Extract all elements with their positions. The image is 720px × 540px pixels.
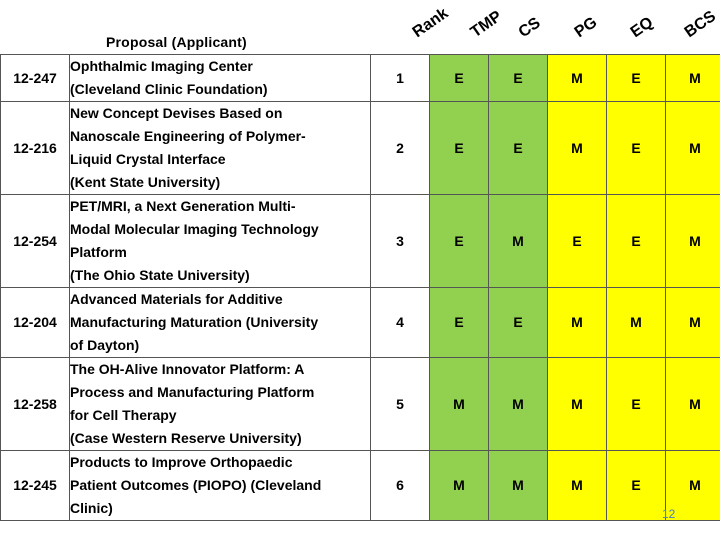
rank-value: 2 [370, 101, 430, 195]
proposal-line: Nanoscale Engineering of Polymer- [70, 128, 306, 144]
table-row: 12-245 Products to Improve Orthopaedic Pat… [0, 450, 720, 521]
proposal-title: Advanced Materials for Additive Manufactu… [69, 287, 371, 358]
proposal-line: Platform [70, 244, 127, 260]
rank-value: 3 [370, 194, 430, 288]
eq-score: E [606, 54, 666, 102]
proposal-line: Modal Molecular Imaging Technology [70, 221, 319, 237]
eq-score: E [606, 101, 666, 195]
header-eq-label: EQ [627, 13, 657, 42]
rank-value: 6 [370, 450, 430, 521]
proposal-title: PET/MRI, a Next Generation Multi- Modal M… [69, 194, 371, 288]
header-bcs: BCS [682, 0, 720, 54]
table-row: 12-254 PET/MRI, a Next Generation Multi- M… [0, 194, 720, 288]
header-tmp-label: TMP [467, 7, 506, 42]
tmp-score: M [429, 357, 489, 451]
pg-score: M [547, 450, 607, 521]
header-rank: Rank [410, 0, 500, 54]
proposal-id: 12-216 [0, 101, 70, 195]
cs-score: E [488, 101, 548, 195]
pg-score: M [547, 54, 607, 102]
table-row: 12-247 Ophthalmic Imaging Center (Clevelan… [0, 54, 720, 102]
cs-score: E [488, 54, 548, 102]
table-row: 12-216 New Concept Devises Based on Nanosc… [0, 101, 720, 195]
eq-score: E [606, 357, 666, 451]
proposal-line: Ophthalmic Imaging Center [70, 58, 253, 74]
header-cs-label: CS [515, 14, 544, 42]
pg-score: E [547, 194, 607, 288]
proposal-id: 12-254 [0, 194, 70, 288]
header-pg-label: PG [571, 13, 601, 42]
tmp-score: E [429, 287, 489, 358]
eq-score: E [606, 450, 666, 521]
proposal-line: of Dayton) [70, 337, 140, 353]
proposal-table: 12-247 Ophthalmic Imaging Center (Clevelan… [0, 54, 720, 521]
rank-value: 5 [370, 357, 430, 451]
bcs-score: M [665, 194, 720, 288]
bcs-score: M [665, 101, 720, 195]
rank-value: 1 [370, 54, 430, 102]
bcs-score: M [665, 287, 720, 358]
cs-score: M [488, 357, 548, 451]
tmp-score: E [429, 194, 489, 288]
cs-score: M [488, 450, 548, 521]
proposal-table-body: 12-247 Ophthalmic Imaging Center (Clevelan… [0, 54, 720, 521]
cs-score: E [488, 287, 548, 358]
slide-number: 12 [662, 507, 676, 521]
proposal-id: 12-247 [0, 54, 70, 102]
pg-score: M [547, 101, 607, 195]
header-bcs-label: BCS [681, 7, 720, 42]
proposal-line: Process and Manufacturing Platform [70, 384, 315, 400]
header-rank-label: Rank [409, 4, 452, 42]
proposal-title: New Concept Devises Based on Nanoscale En… [69, 101, 371, 195]
proposal-id: 12-245 [0, 450, 70, 521]
header-pg: PG [572, 0, 662, 54]
proposal-line: (Cleveland Clinic Foundation) [70, 81, 268, 97]
proposal-line: for Cell Therapy [70, 407, 177, 423]
cs-score: M [488, 194, 548, 288]
pg-score: M [547, 357, 607, 451]
proposal-column-header: Proposal (Applicant) [106, 34, 247, 50]
proposal-line: Liquid Crystal Interface [70, 151, 226, 167]
tmp-score: M [429, 450, 489, 521]
proposal-title: Products to Improve Orthopaedic Patient O… [69, 450, 371, 521]
proposal-line: (Kent State University) [70, 174, 221, 190]
table-row: 12-258 The OH-Alive Innovator Platform: A… [0, 357, 720, 451]
bcs-score: M [665, 450, 720, 521]
proposal-line: The OH-Alive Innovator Platform: A [70, 361, 305, 377]
proposal-line: New Concept Devises Based on [70, 105, 283, 121]
header-tmp: TMP [468, 0, 558, 54]
proposal-line: Manufacturing Maturation (University [70, 314, 319, 330]
proposal-line: PET/MRI, a Next Generation Multi- [70, 198, 296, 214]
proposal-line: Clinic) [70, 500, 113, 516]
bcs-score: M [665, 357, 720, 451]
header-cs: CS [516, 0, 606, 54]
proposal-line: (The Ohio State University) [70, 267, 250, 283]
header-eq: EQ [628, 0, 718, 54]
proposal-id: 12-258 [0, 357, 70, 451]
rank-value: 4 [370, 287, 430, 358]
pg-score: M [547, 287, 607, 358]
proposal-line: (Case Western Reserve University) [70, 430, 302, 446]
proposal-id: 12-204 [0, 287, 70, 358]
proposal-title: Ophthalmic Imaging Center (Cleveland Clin… [69, 54, 371, 102]
table-row: 12-204 Advanced Materials for Additive Man… [0, 287, 720, 358]
tmp-score: E [429, 101, 489, 195]
proposal-title: The OH-Alive Innovator Platform: A Proces… [69, 357, 371, 451]
tmp-score: E [429, 54, 489, 102]
proposal-line: Advanced Materials for Additive [70, 291, 283, 307]
eq-score: M [606, 287, 666, 358]
proposal-line: Products to Improve Orthopaedic [70, 454, 293, 470]
bcs-score: M [665, 54, 720, 102]
proposal-line: Patient Outcomes (PIOPO) (Cleveland [70, 477, 322, 493]
eq-score: E [606, 194, 666, 288]
